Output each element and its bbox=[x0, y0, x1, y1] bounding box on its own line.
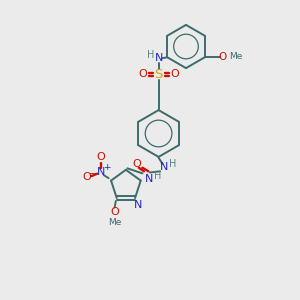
Text: O: O bbox=[219, 52, 227, 62]
Text: O: O bbox=[97, 152, 105, 162]
Text: H: H bbox=[147, 50, 154, 60]
Text: O: O bbox=[170, 69, 179, 80]
Text: S: S bbox=[154, 68, 163, 81]
Text: Me: Me bbox=[108, 218, 121, 226]
Text: N: N bbox=[134, 200, 142, 210]
Text: +: + bbox=[103, 163, 111, 172]
Text: H: H bbox=[154, 171, 161, 181]
Text: O: O bbox=[82, 172, 91, 182]
Text: H: H bbox=[169, 159, 177, 170]
Text: N: N bbox=[154, 53, 163, 63]
Text: O: O bbox=[133, 159, 141, 169]
Text: O: O bbox=[138, 69, 147, 80]
Text: N: N bbox=[145, 174, 153, 184]
Text: O: O bbox=[110, 207, 119, 217]
Text: N: N bbox=[160, 162, 168, 172]
Text: −: − bbox=[89, 169, 98, 179]
Text: Me: Me bbox=[229, 52, 242, 61]
Text: N: N bbox=[97, 167, 105, 177]
